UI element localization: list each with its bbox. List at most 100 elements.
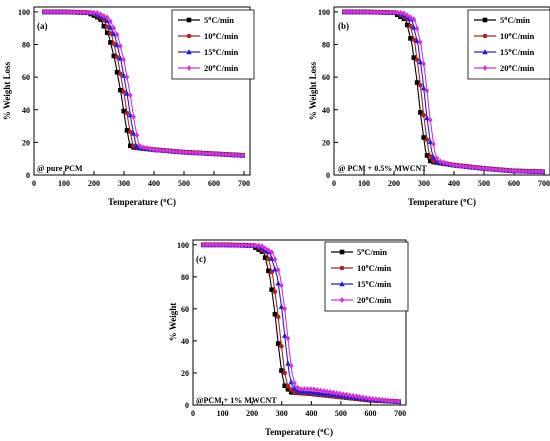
data-point [321,388,327,394]
data-point [417,59,424,65]
legend-label: 5oC/min [500,15,530,25]
data-point [482,33,488,39]
x-tick-label: 600 [508,179,520,188]
data-point [240,152,245,159]
data-point [134,143,140,149]
data-point [197,150,202,156]
y-tick-label: 60 [322,73,330,82]
data-point [124,110,130,116]
data-point [418,110,423,115]
data-point [451,162,456,168]
data-point [424,153,430,158]
x-tick-label: 300 [418,179,430,188]
data-point [203,150,209,157]
data-point [411,37,417,42]
data-point [388,9,393,16]
data-point [75,9,80,16]
data-point [111,25,117,31]
data-point [324,388,330,395]
data-point [128,143,133,149]
data-point [536,168,542,175]
data-point [269,287,274,292]
data-point [262,255,268,260]
data-point [272,311,278,317]
data-point [275,267,281,274]
data-point [217,151,222,157]
data-point [428,158,433,164]
y-tick-label: 80 [181,273,189,282]
data-point [437,158,443,165]
data-point [128,92,133,99]
data-point [118,43,123,50]
data-point [503,167,509,174]
data-point [275,280,281,286]
data-point [339,249,345,255]
data-point [385,9,390,16]
data-point [186,33,192,39]
x-tick-label: 300 [276,409,288,418]
data-point [91,9,97,16]
data-point [121,89,126,95]
y-axis-title: % Weight Loss [2,61,12,120]
x-tick-label: 0 [32,179,36,188]
legend-label: 10oC/min [357,263,392,273]
data-point [352,8,357,15]
data-point [389,398,395,404]
data-point [391,9,397,16]
data-point [363,394,369,401]
data-point [282,305,288,312]
x-tick-label: 200 [388,179,400,188]
data-point [381,9,387,16]
data-point [357,393,362,400]
data-point [318,387,323,394]
panel-label: (c) [196,254,206,264]
x-axis-title: Temperature (oC) [408,197,476,207]
data-point [275,314,281,320]
data-point [236,242,242,249]
data-point [108,18,113,25]
x-axis-title: Temperature (oC) [108,197,176,207]
data-point [42,8,47,15]
data-point [533,168,539,175]
data-point [288,389,294,395]
data-point [540,168,545,175]
data-point [220,241,226,248]
data-point [474,164,479,171]
data-point [354,393,359,400]
chart-panel-1: 0 20 40 60 80 100 0 100 200 300 400 500 600 700 Temper… [2,6,255,207]
data-point [424,87,430,94]
data-point [355,8,360,15]
data-point [48,8,54,15]
x-tick-label: 700 [394,409,406,418]
data-point [288,387,294,392]
data-point [342,8,347,15]
data-point [200,150,206,157]
x-tick-label: 500 [178,179,190,188]
data-point [337,390,343,397]
x-tick-label: 100 [58,179,70,188]
data-point [85,9,90,16]
legend-label: 5oC/min [357,247,387,257]
panel-label: (b) [338,21,349,31]
data-point [52,8,57,15]
data-point [141,144,146,151]
legend: 5oC/min 10oC/min 15oC/min 20oC/min [171,9,255,80]
y-tick-label: 40 [181,337,189,346]
data-point [482,49,488,55]
plot-frame [33,6,251,176]
x-tick-label: 200 [88,179,100,188]
data-point [220,151,225,158]
legend-box [324,241,409,312]
data-point [62,9,67,15]
data-point [282,332,288,338]
data-point [104,14,110,21]
data-point [128,129,133,135]
data-point [207,241,213,248]
data-point [340,391,346,398]
data-point [127,112,133,118]
data-point [285,335,291,342]
data-point [131,114,136,120]
data-point [494,166,499,173]
data-point [285,383,291,389]
